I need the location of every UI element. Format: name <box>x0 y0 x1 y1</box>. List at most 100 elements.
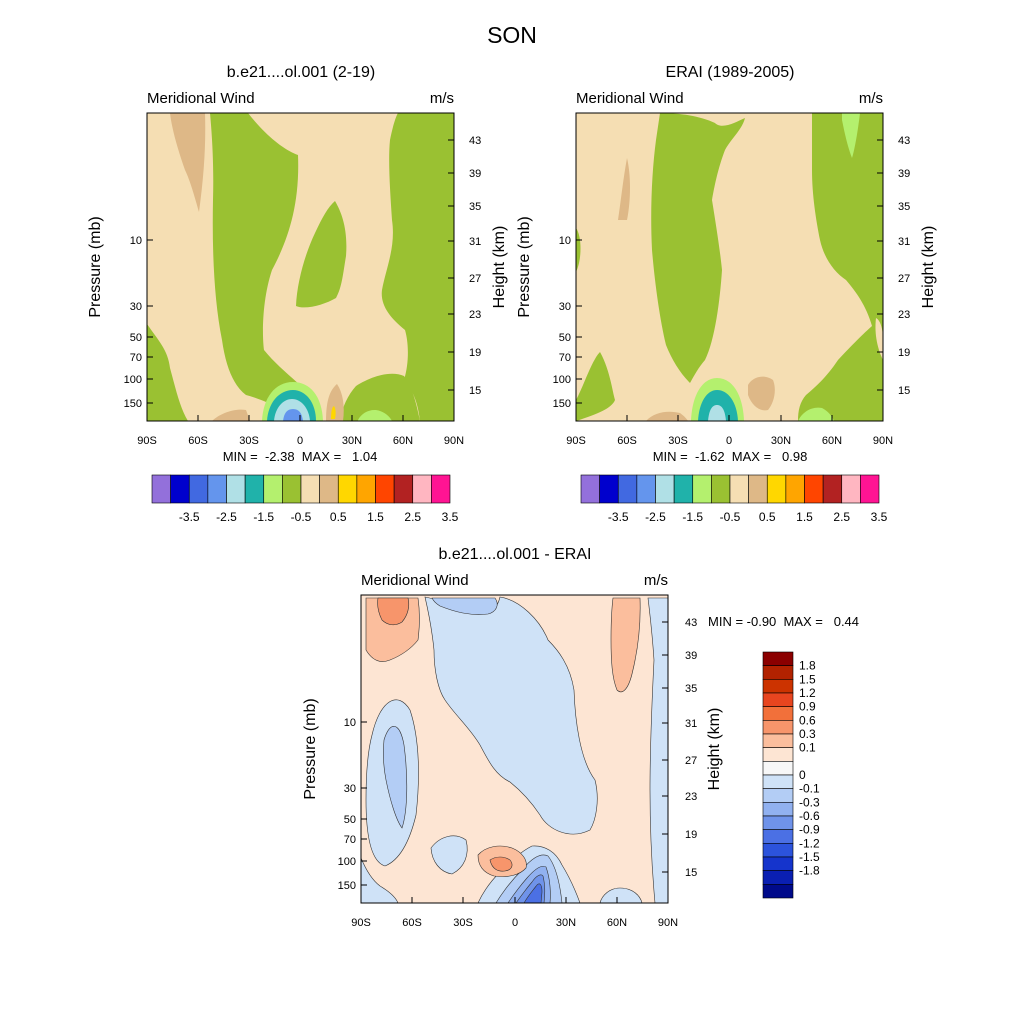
panel-obs: ERAI (1989-2005) Meridional Wind m/s 10 … <box>516 64 937 524</box>
colorbar-label: 2.5 <box>833 510 850 524</box>
y-ticks-right: 43 39 35 31 27 23 19 15 <box>448 135 481 397</box>
colorbar-swatch <box>785 474 805 504</box>
colorbar-swatch <box>244 474 265 504</box>
colorbar-label: -2.5 <box>216 510 237 524</box>
contour-region <box>212 409 250 421</box>
contour-region <box>360 857 399 904</box>
y-axis-label: Pressure (mb) <box>516 216 533 317</box>
x-tick-label: 30S <box>668 435 688 447</box>
contour-region <box>431 597 498 615</box>
x-tick-label: 30N <box>556 917 576 929</box>
colorbar-swatch <box>207 474 227 504</box>
contour-region <box>576 228 581 272</box>
colorbar-label: -0.6 <box>799 809 820 823</box>
x-tick-label: 30N <box>771 435 791 447</box>
contour-region <box>424 596 598 835</box>
colorbar-label: -0.1 <box>799 782 820 796</box>
x-tick-label: 30S <box>453 917 473 929</box>
colorbar-swatch <box>319 474 339 504</box>
height-tick-label: 23 <box>469 309 481 321</box>
x-ticks: 90S 60S 30S 0 30N 60N 90N <box>566 415 893 447</box>
colorbar-swatch <box>822 474 843 504</box>
height-tick-label: 27 <box>685 755 697 767</box>
colorbar: -3.5 -2.5 -1.5 -0.5 0.5 1.5 2.5 3.5 <box>580 474 888 524</box>
colorbar-label: 1.5 <box>796 510 813 524</box>
y-ticks-right: 43 39 35 31 27 23 19 15 <box>877 135 910 397</box>
y-tick-label: 70 <box>344 834 356 846</box>
colorbar-swatch <box>762 843 794 858</box>
left-string: Meridional Wind <box>576 90 684 107</box>
colorbar-swatch <box>762 788 794 803</box>
contour-region <box>296 201 347 308</box>
y-tick-label: 70 <box>559 352 571 364</box>
contour-region <box>381 113 454 421</box>
contour-region <box>383 726 408 829</box>
min-max-stats: MIN = -2.38 MAX = 1.04 <box>223 449 378 464</box>
panel-title: b.e21....ol.001 (2-19) <box>227 64 376 81</box>
colorbar-swatch <box>762 733 794 748</box>
colorbar-label: 1.8 <box>799 659 816 673</box>
colorbar-swatch <box>804 474 824 504</box>
colorbar-swatch <box>762 651 794 666</box>
colorbar-swatch <box>282 474 302 504</box>
colorbar-label: 3.5 <box>871 510 888 524</box>
panel-title: ERAI (1989-2005) <box>666 64 795 81</box>
contour-fill <box>576 113 883 421</box>
colorbar-label: -3.5 <box>179 510 200 524</box>
colorbar: 1.81.51.20.90.60.30.10-0.1-0.3-0.6-0.9-1… <box>762 651 820 899</box>
x-tick-label: 90S <box>137 435 157 447</box>
x-tick-label: 0 <box>297 435 303 447</box>
height-tick-label: 31 <box>685 718 697 730</box>
height-tick-label: 35 <box>685 683 697 695</box>
panel-title: b.e21....ol.001 - ERAI <box>439 546 592 563</box>
y-tick-label: 10 <box>130 235 142 247</box>
x-tick-label: 90N <box>873 435 893 447</box>
colorbar-label: -1.2 <box>799 836 820 850</box>
colorbar-label: 0.6 <box>799 713 816 727</box>
colorbar-label: -1.5 <box>682 510 703 524</box>
height-tick-label: 23 <box>685 791 697 803</box>
colorbar-swatch <box>188 474 209 504</box>
colorbar-label: -0.5 <box>291 510 312 524</box>
height-axis-label: Height (km) <box>920 226 937 309</box>
contour-region <box>489 856 513 872</box>
contour-region <box>708 405 726 421</box>
colorbar-swatch <box>412 474 432 504</box>
colorbar-label: 2.5 <box>404 510 421 524</box>
right-string: m/s <box>859 90 883 107</box>
x-ticks: 90S 60S 30S 0 30N 60N 90N <box>351 897 678 929</box>
panel-model: b.e21....ol.001 (2-19) Meridional Wind m… <box>87 64 508 524</box>
height-tick-label: 15 <box>685 867 697 879</box>
colorbar-swatch <box>762 679 794 694</box>
colorbar-swatch <box>748 474 768 504</box>
x-tick-label: 90S <box>566 435 586 447</box>
x-tick-label: 60N <box>393 435 413 447</box>
colorbar-label: -1.8 <box>799 864 820 878</box>
contour-region <box>748 376 775 411</box>
height-axis-label: Height (km) <box>706 708 723 791</box>
x-tick-label: 0 <box>512 917 518 929</box>
y-ticks-left: 10 30 50 70 100 150 <box>553 235 582 410</box>
y-axis-label: Pressure (mb) <box>302 698 319 799</box>
contour-region <box>430 835 468 875</box>
min-max-stats: MIN = -0.90 MAX = 0.44 <box>708 614 859 629</box>
colorbar-label: 3.5 <box>442 510 459 524</box>
colorbar-label: 0.1 <box>799 741 816 755</box>
contour-region <box>523 883 543 904</box>
contour-region <box>842 113 860 158</box>
contour-region <box>618 158 630 220</box>
panel-difference: b.e21....ol.001 - ERAI Meridional Wind m… <box>302 546 859 929</box>
contour-region <box>576 352 615 421</box>
contour-region <box>326 384 344 421</box>
page-title: SON <box>487 22 537 48</box>
colorbar-swatch <box>226 474 246 504</box>
contour-region <box>170 113 206 212</box>
height-tick-label: 15 <box>469 385 481 397</box>
y-axis-label: Pressure (mb) <box>87 216 104 317</box>
x-tick-label: 90N <box>658 917 678 929</box>
right-string: m/s <box>430 90 454 107</box>
colorbar-swatch <box>599 474 619 504</box>
height-tick-label: 19 <box>685 829 697 841</box>
height-tick-label: 39 <box>469 168 481 180</box>
